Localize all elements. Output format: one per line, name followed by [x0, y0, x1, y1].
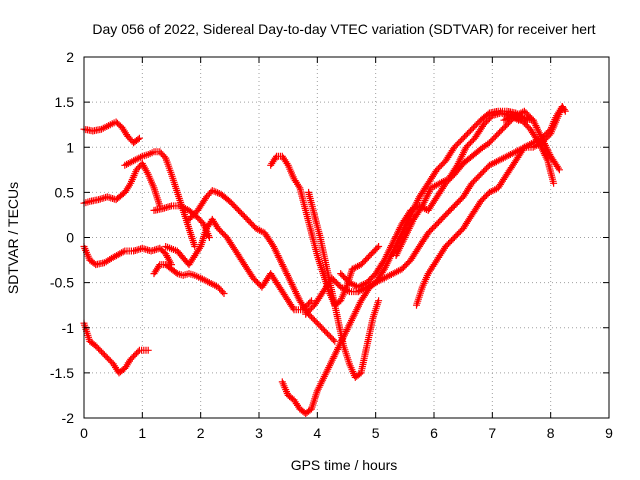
series-19-markers — [500, 112, 558, 187]
y-tick-label: -1 — [62, 320, 75, 336]
x-axis-label: GPS time / hours — [291, 457, 398, 473]
series-12-markers — [278, 279, 380, 417]
series-8 — [162, 215, 315, 314]
series-16 — [348, 243, 383, 273]
x-tick-label: 9 — [605, 425, 613, 441]
series-12 — [278, 279, 380, 417]
y-tick-label: -2 — [62, 410, 75, 426]
series-17-markers — [413, 103, 569, 309]
y-axis-label: SDTVAR / TECUs — [5, 182, 21, 294]
grid — [84, 57, 609, 418]
x-tick-label: 0 — [80, 425, 88, 441]
series-9 — [185, 187, 339, 345]
series-16-markers — [348, 243, 383, 273]
x-tick-label: 6 — [430, 425, 438, 441]
series-19 — [500, 112, 558, 187]
y-tick-label: -0.5 — [50, 275, 74, 291]
series-9-markers — [185, 187, 339, 345]
series-17 — [413, 103, 569, 309]
series-6 — [150, 261, 228, 297]
y-tick-label: 0.5 — [55, 184, 75, 200]
series-8-markers — [162, 215, 315, 314]
x-tick-label: 5 — [372, 425, 380, 441]
y-tick-label: 1.5 — [55, 94, 75, 110]
x-tick-label: 7 — [488, 425, 496, 441]
x-tick-label: 3 — [255, 425, 263, 441]
x-tick-label: 1 — [138, 425, 146, 441]
y-tick-label: 2 — [66, 49, 74, 65]
series-18-markers — [392, 109, 531, 259]
series-18 — [392, 109, 531, 259]
x-tick-label: 8 — [547, 425, 555, 441]
x-tick-label: 2 — [197, 425, 205, 441]
series-6-markers — [150, 261, 228, 297]
y-tick-label: 1 — [66, 139, 74, 155]
x-tick-label: 4 — [313, 425, 321, 441]
chart-title: Day 056 of 2022, Sidereal Day-to-day VTE… — [92, 21, 595, 37]
axis-ticks: 0 1 2 3 4 5 6 7 8 9 2 1.5 1 0.5 0 -0.5 -1 -1.5 -2 — [50, 49, 613, 441]
y-tick-label: 0 — [66, 230, 74, 246]
y-tick-label: -1.5 — [50, 365, 74, 381]
